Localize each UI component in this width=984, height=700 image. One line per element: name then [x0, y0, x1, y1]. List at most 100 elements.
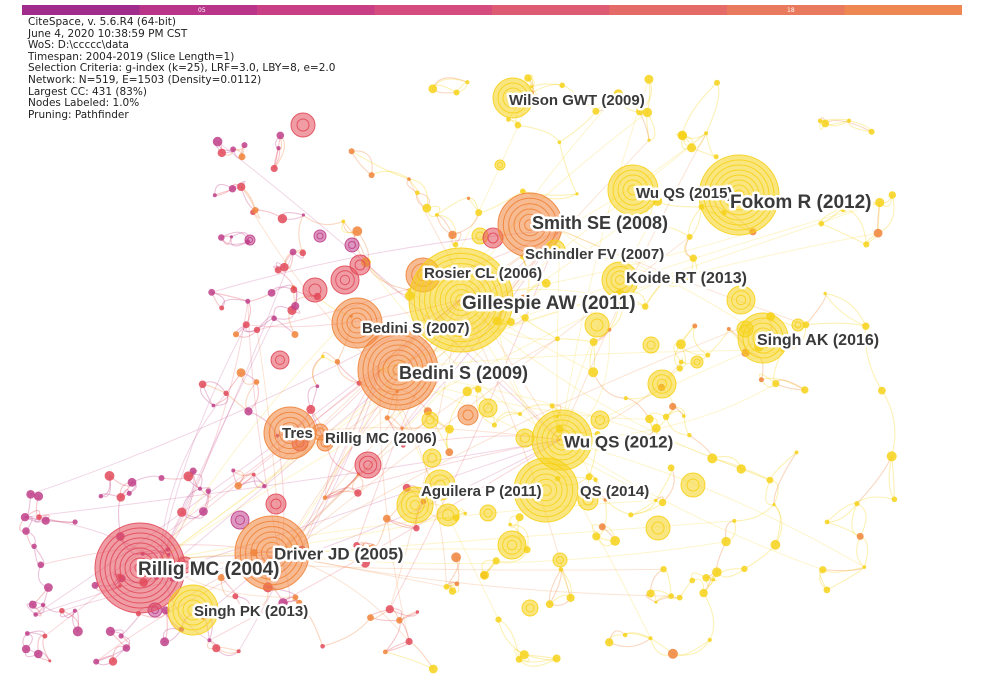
major-node[interactable] [357, 329, 439, 411]
node-label[interactable]: Aguilera P (2011) [419, 480, 545, 502]
medium-node[interactable] [422, 448, 442, 468]
node-label[interactable]: Gillespie AW (2011) [460, 291, 639, 317]
medium-node-ring [645, 515, 671, 541]
medium-node[interactable] [577, 489, 599, 511]
medium-node[interactable] [302, 277, 328, 303]
node-label[interactable]: Smith SE (2008) [530, 210, 671, 235]
major-node[interactable] [311, 423, 329, 441]
medium-node[interactable] [680, 472, 706, 498]
minor-node [721, 536, 731, 547]
medium-node[interactable] [457, 404, 479, 426]
medium-node[interactable] [515, 428, 535, 448]
medium-node[interactable] [494, 159, 506, 171]
node-label[interactable]: Singh PK (2013) [192, 600, 311, 622]
major-node[interactable] [601, 261, 639, 299]
major-node-ring [556, 434, 568, 446]
node-label[interactable]: QS (2014) [578, 480, 652, 502]
medium-node-ring [363, 460, 373, 470]
minor-node [160, 637, 170, 647]
minor-node [475, 209, 483, 217]
major-node[interactable] [167, 584, 219, 636]
node-label[interactable]: Tres [280, 422, 316, 444]
major-node[interactable] [408, 247, 514, 353]
network-edge [408, 641, 434, 670]
medium-node[interactable] [642, 336, 660, 354]
node-label[interactable]: Fokom R (2012) [728, 190, 874, 216]
medium-node[interactable] [645, 515, 671, 541]
network-edge [859, 535, 869, 568]
minor-node [301, 213, 305, 217]
timeline-start-label: 05 [198, 7, 206, 14]
major-node-ring [351, 317, 363, 329]
medium-node[interactable] [584, 312, 610, 338]
node-label[interactable]: Driver JD (2005) [272, 542, 406, 566]
medium-node[interactable] [590, 410, 610, 430]
minor-node [98, 494, 104, 499]
medium-node[interactable] [230, 510, 250, 530]
medium-node[interactable] [349, 254, 371, 276]
network-edge [630, 500, 657, 516]
medium-node[interactable] [552, 552, 568, 568]
node-label[interactable]: Schindler FV (2007) [523, 243, 667, 265]
major-node-ring [698, 154, 780, 236]
major-node[interactable] [331, 297, 383, 349]
minor-node [212, 136, 223, 147]
major-node[interactable] [497, 192, 563, 258]
node-label[interactable]: Rosier CL (2006) [422, 262, 545, 284]
major-node[interactable] [513, 457, 579, 523]
major-node[interactable] [737, 312, 789, 364]
medium-node[interactable] [726, 285, 756, 315]
medium-node[interactable] [313, 229, 327, 243]
medium-node[interactable] [791, 318, 805, 332]
major-node[interactable] [698, 154, 780, 236]
major-node[interactable] [492, 77, 534, 119]
network-edge [773, 504, 781, 545]
medium-node[interactable] [244, 234, 256, 246]
major-node-ring [250, 531, 294, 575]
node-label[interactable]: Singh AK (2016) [755, 330, 882, 352]
major-node-ring [757, 332, 769, 344]
medium-node[interactable] [330, 265, 360, 295]
major-node-ring [534, 478, 558, 502]
medium-node[interactable] [497, 530, 527, 560]
node-label[interactable]: Bedini S (2009) [397, 360, 531, 385]
medium-node[interactable] [521, 599, 539, 617]
minor-node [818, 220, 825, 227]
medium-node-ring [265, 493, 287, 515]
medium-node-ring [552, 552, 568, 568]
medium-node[interactable] [482, 227, 504, 249]
medium-node[interactable] [270, 350, 290, 370]
medium-node[interactable] [478, 398, 498, 418]
node-label[interactable]: Rillig MC (2004) [136, 557, 282, 583]
minor-node [245, 298, 251, 304]
major-node[interactable] [94, 522, 186, 614]
major-node-ring [508, 203, 552, 247]
medium-node[interactable] [690, 355, 704, 369]
node-label[interactable]: Wu QS (2015) [634, 182, 735, 204]
medium-node[interactable] [344, 237, 360, 253]
medium-node[interactable] [647, 369, 677, 399]
minor-node [40, 602, 46, 608]
major-node[interactable] [544, 239, 566, 261]
medium-node-disc [479, 399, 497, 417]
major-node-ring [357, 329, 439, 411]
medium-node[interactable] [354, 451, 382, 479]
medium-node-disc [643, 337, 659, 353]
medium-node[interactable] [421, 411, 439, 429]
minor-node [212, 193, 217, 198]
medium-node[interactable] [396, 486, 434, 524]
major-node[interactable] [263, 406, 317, 460]
node-label[interactable]: Wu QS (2012) [562, 430, 676, 454]
node-label[interactable]: Koide RT (2013) [624, 268, 750, 290]
major-node[interactable] [607, 164, 659, 216]
medium-node[interactable] [479, 504, 497, 522]
medium-node[interactable] [265, 493, 287, 515]
node-label[interactable]: Wilson GWT (2009) [507, 89, 648, 111]
medium-node[interactable] [436, 503, 460, 527]
node-label[interactable]: Bedini S (2007) [360, 317, 473, 339]
node-label[interactable]: Rillig MC (2006) [323, 427, 440, 449]
major-node[interactable] [424, 469, 456, 501]
major-node[interactable] [234, 515, 310, 591]
medium-node[interactable] [290, 112, 316, 138]
